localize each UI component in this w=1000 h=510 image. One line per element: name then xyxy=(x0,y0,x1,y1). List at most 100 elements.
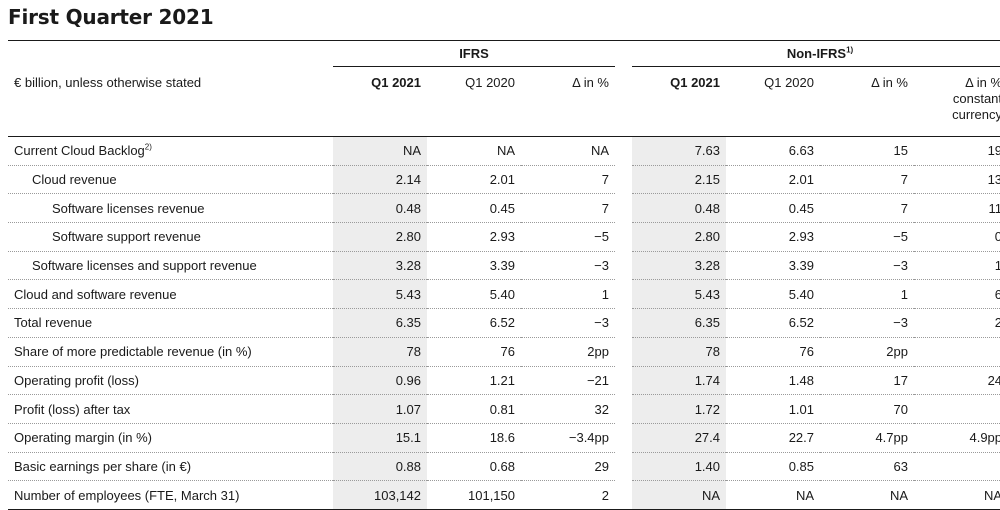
non-ifrs-cell: 78 xyxy=(632,337,726,367)
non-ifrs-cell: 70 xyxy=(820,394,914,424)
non-ifrs-cell: 76 xyxy=(726,337,820,367)
row-label-text: Operating margin (in %) xyxy=(14,430,152,446)
ifrs-cell: NA xyxy=(333,136,427,166)
non-ifrs-cell: 7.63 xyxy=(632,136,726,166)
ifrs-cell: 5.40 xyxy=(427,279,521,310)
column-gap xyxy=(615,309,632,338)
non-ifrs-cell: 3.28 xyxy=(632,251,726,281)
column-gap xyxy=(615,452,632,481)
non-ifrs-cell: 6.52 xyxy=(726,308,820,338)
non-ifrs-cell: 17 xyxy=(820,366,914,396)
footnote-marker: 1) xyxy=(846,45,854,55)
table-row: Profit (loss) after tax 1.07 0.81 32 1.72 1.0… xyxy=(8,394,1000,424)
non-ifrs-cell: 5.40 xyxy=(726,279,820,310)
ifrs-cell: 2pp xyxy=(521,337,615,367)
non-ifrs-cell: 7 xyxy=(820,165,914,195)
page-title: First Quarter 2021 xyxy=(8,5,214,29)
group-non-ifrs: Non-IFRS1) xyxy=(632,40,1000,67)
group-gap xyxy=(615,40,632,67)
group-non-ifrs-label: Non-IFRS xyxy=(786,46,847,61)
row-label-text: Cloud revenue xyxy=(32,172,117,188)
column-gap xyxy=(615,337,632,366)
ifrs-cell: 3.28 xyxy=(333,251,427,281)
ifrs-cell: 0.45 xyxy=(427,193,521,224)
non-ifrs-cell: 4.7pp xyxy=(820,423,914,453)
non-ifrs-cell: 11 xyxy=(914,193,1000,224)
non-ifrs-cell: 63 xyxy=(820,452,914,482)
non-ifrs-cell: 5.43 xyxy=(632,279,726,310)
non-ifrs-cell: −5 xyxy=(820,222,914,252)
non-ifrs-cell: 2 xyxy=(914,308,1000,338)
ifrs-cell: 0.88 xyxy=(333,452,427,482)
row-label-text: Software licenses revenue xyxy=(52,200,205,216)
column-header-row: € billion, unless otherwise stated Q1 20… xyxy=(8,67,1000,137)
ifrs-cell: 1 xyxy=(521,279,615,310)
non-ifrs-cell: 2.15 xyxy=(632,165,726,195)
non-ifrs-cell: 2.01 xyxy=(726,165,820,195)
non-ifrs-cell: 1.74 xyxy=(632,366,726,396)
non-ifrs-cell: 15 xyxy=(820,136,914,166)
non-ifrs-cell: NA xyxy=(820,480,914,510)
table-row: Cloud revenue 2.14 2.01 7 2.15 2.01 7 13 xyxy=(8,165,1000,195)
row-label-text: Total revenue xyxy=(14,315,93,331)
table-row: Software licenses revenue 0.48 0.45 7 0.48 0.… xyxy=(8,193,1000,224)
row-label: Basic earnings per share (in €) xyxy=(8,452,333,482)
table-row: Share of more predictable revenue (in %)… xyxy=(8,337,1000,367)
non-ifrs-cell: 1.48 xyxy=(726,366,820,396)
table-row: Current Cloud Backlog2) NA NA NA 7.63 6.63 15 1… xyxy=(8,136,1000,166)
column-gap xyxy=(615,136,632,166)
ifrs-cell: 6.35 xyxy=(333,308,427,338)
table-row: Number of employees (FTE, March 31) 103,1… xyxy=(8,480,1000,510)
row-label: Total revenue xyxy=(8,308,333,338)
column-gap xyxy=(615,165,632,194)
table-row: Basic earnings per share (in €) 0.88 0.68 2… xyxy=(8,452,1000,482)
row-label-text: Current Cloud Backlog xyxy=(14,143,145,159)
row-label: Current Cloud Backlog2) xyxy=(8,136,333,166)
column-gap xyxy=(615,223,632,252)
ifrs-cell: 15.1 xyxy=(333,423,427,453)
non-ifrs-cell: 0.85 xyxy=(726,452,820,482)
ifrs-cell: 2 xyxy=(521,480,615,510)
non-ifrs-cell: 19 xyxy=(914,136,1000,166)
row-label: Software support revenue xyxy=(8,222,333,252)
ifrs-cell: 0.68 xyxy=(427,452,521,482)
table-row: Cloud and software revenue 5.43 5.40 1 5.43 5… xyxy=(8,279,1000,310)
ifrs-cell: 18.6 xyxy=(427,423,521,453)
ifrs-cell: 3.39 xyxy=(427,251,521,281)
row-label-text: Cloud and software revenue xyxy=(14,286,177,302)
column-gap xyxy=(615,366,632,395)
ifrs-cell: 2.80 xyxy=(333,222,427,252)
ifrs-cell: 0.81 xyxy=(427,394,521,424)
column-header-ifrs-delta: Δ in % xyxy=(572,75,609,90)
row-label: Cloud and software revenue xyxy=(8,279,333,310)
row-label-text: Software licenses and support revenue xyxy=(32,258,257,274)
ifrs-cell: −5 xyxy=(521,222,615,252)
ifrs-cell: −3 xyxy=(521,251,615,281)
column-header-nonifrs-q1-2021: Q1 2021 xyxy=(670,75,720,90)
ifrs-cell: 101,150 xyxy=(427,480,521,510)
ifrs-cell: 7 xyxy=(521,165,615,195)
column-gap xyxy=(615,480,632,510)
non-ifrs-cell: NA xyxy=(632,480,726,510)
non-ifrs-cell: NA xyxy=(726,480,820,510)
column-gap xyxy=(615,194,632,223)
ifrs-cell: 0.96 xyxy=(333,366,427,396)
column-header-nonifrs-delta-cc: Δ in % constant currency xyxy=(952,75,1000,122)
column-header-nonifrs-delta: Δ in % xyxy=(871,75,908,90)
ifrs-cell: 32 xyxy=(521,394,615,424)
header-spacer xyxy=(8,40,333,67)
column-header-label: € billion, unless otherwise stated xyxy=(14,74,202,90)
ifrs-cell: 1.07 xyxy=(333,394,427,424)
non-ifrs-cell: 2.80 xyxy=(632,222,726,252)
non-ifrs-cell: 1.01 xyxy=(726,394,820,424)
non-ifrs-cell: 1 xyxy=(820,279,914,310)
non-ifrs-cell: 3.39 xyxy=(726,251,820,281)
ifrs-cell: 6.52 xyxy=(427,308,521,338)
row-label: Operating profit (loss) xyxy=(8,366,333,396)
table-row: Software support revenue 2.80 2.93 −5 2.80 2.… xyxy=(8,222,1000,252)
column-gap xyxy=(615,280,632,309)
row-label-text: Basic earnings per share (in €) xyxy=(14,458,192,474)
row-label: Software licenses and support revenue xyxy=(8,251,333,281)
ifrs-cell: 29 xyxy=(521,452,615,482)
